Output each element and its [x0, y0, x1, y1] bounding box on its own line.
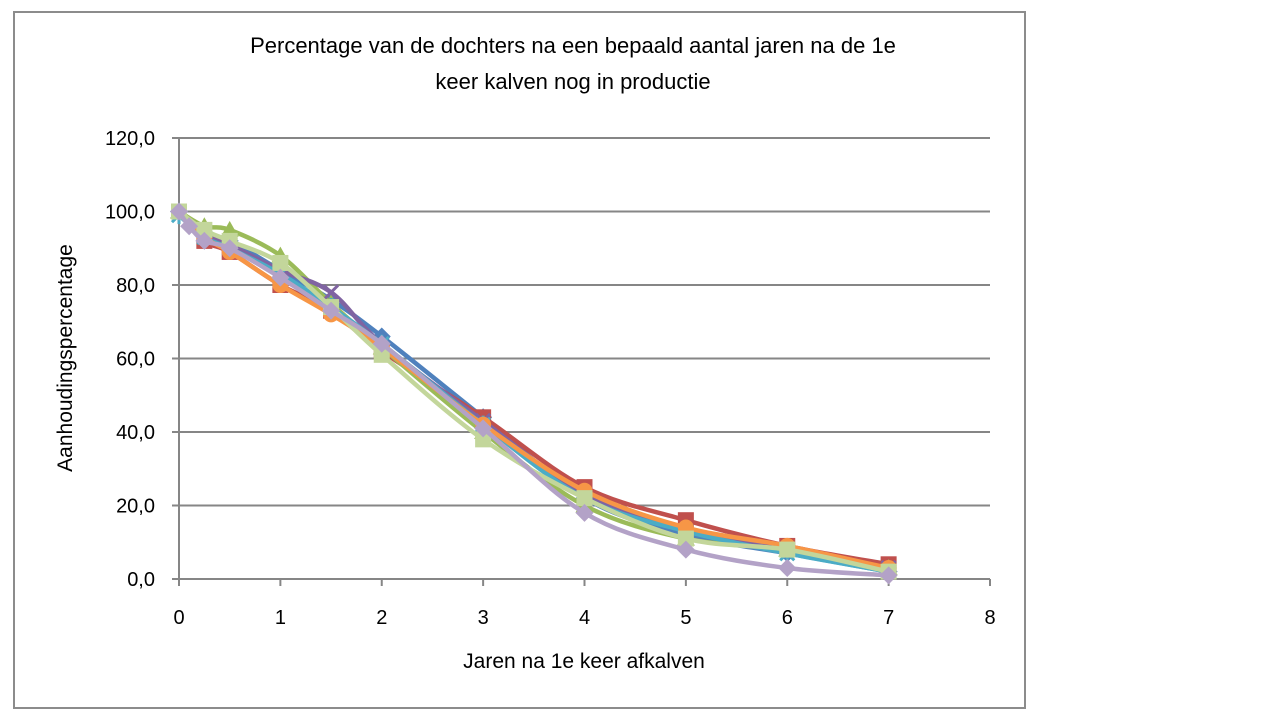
data-point: [879, 566, 898, 585]
y-tick-label: 60,0: [116, 349, 155, 371]
data-point: [272, 254, 289, 271]
y-axis-title: Aanhoudingspercentage: [54, 244, 77, 472]
chart-title-line-1: Percentage van de dochters na een bepaal…: [250, 33, 896, 58]
x-tick-label: 1: [275, 607, 286, 629]
chart-frame: [13, 11, 1026, 709]
x-tick-label: 2: [376, 607, 387, 629]
y-tick-label: 80,0: [116, 275, 155, 297]
data-point: [676, 540, 695, 559]
data-point: [220, 220, 239, 237]
x-tick-label: 7: [883, 607, 894, 629]
data-point: [778, 558, 797, 577]
series-group: [170, 202, 898, 585]
data-point: [677, 530, 694, 547]
chart-title-line-2: keer kalven nog in productie: [435, 69, 710, 94]
data-point: [575, 503, 594, 522]
y-tick-label: 20,0: [116, 496, 155, 518]
gridlines: [179, 137, 990, 507]
chart-title: Percentage van de dochters na een bepaal…: [250, 33, 896, 94]
data-point: [373, 346, 390, 363]
data-point: [323, 284, 340, 301]
x-tick-label: 4: [579, 607, 590, 629]
data-point: [576, 490, 593, 507]
data-point: [475, 431, 492, 448]
x-tick-label: 8: [984, 607, 995, 629]
data-point: [271, 268, 290, 287]
y-tick-label: 40,0: [116, 422, 155, 444]
data-point: [220, 239, 239, 258]
series-7: [171, 203, 897, 580]
x-tick-label: 5: [680, 607, 691, 629]
data-point: [474, 419, 493, 438]
data-point: [196, 221, 213, 238]
data-point: [180, 217, 199, 236]
y-tick-label: 0,0: [127, 569, 155, 591]
x-tick-label: 6: [782, 607, 793, 629]
data-point: [779, 541, 796, 558]
series-8: [170, 202, 898, 585]
axes: 0,0 20,0 40,0 60,0 80,0 100,0 120,0 0 1 2 3 4 5 6 7 8: [105, 128, 996, 629]
data-point: [322, 301, 341, 320]
data-point: [195, 231, 214, 250]
x-tick-label: 3: [478, 607, 489, 629]
x-axis-title: Jaren na 1e keer afkalven: [463, 650, 705, 673]
y-tick-label: 100,0: [105, 202, 155, 224]
y-tick-label: 120,0: [105, 128, 155, 150]
x-tick-label: 0: [173, 607, 184, 629]
data-point: [170, 202, 188, 221]
data-point: [372, 334, 391, 353]
